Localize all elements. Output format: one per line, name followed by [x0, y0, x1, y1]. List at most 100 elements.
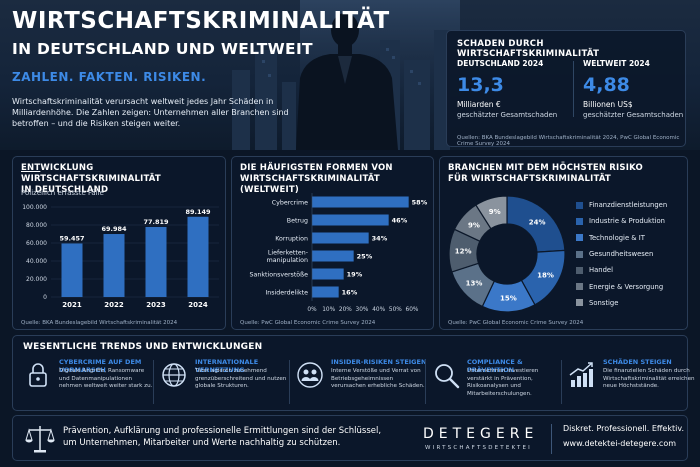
bar: [103, 234, 125, 297]
trend-item-insider: INSIDER-RISIKEN STEIGEN Interne Verstöße…: [295, 358, 426, 408]
trend-title: SCHÄDEN STEIGEN: [603, 358, 672, 366]
brand-logo: DETEGERE: [423, 426, 539, 442]
bar-value-label: 89.149: [185, 208, 211, 216]
legend-item: Industrie & Produktion: [576, 213, 667, 229]
bar: [312, 268, 344, 280]
bar-value-label: 25%: [357, 252, 373, 260]
sectors-title-line2: FÜR WIRTSCHAFTSKRIMINALITÄT: [448, 174, 611, 184]
legend-label: Sonstige: [589, 298, 619, 307]
x-tick-label: 20%: [339, 307, 352, 313]
slice-value-label: 13%: [466, 280, 483, 288]
brand-subtitle: WIRTSCHAFTSDETEKTEI: [425, 445, 532, 451]
bar-value-label: 34%: [372, 234, 388, 242]
bar: [187, 216, 209, 297]
trend-desc: Digitale Angriffe, Ransomware und Datenm…: [59, 368, 153, 389]
legend-item: Technologie & IT: [576, 230, 667, 246]
people-icon: [297, 362, 323, 388]
trend-up-icon: [569, 362, 593, 387]
trend-desc: Unternehmen investieren verstärkt in Prä…: [467, 368, 539, 397]
x-tick-label: 2024: [188, 301, 208, 309]
footer-message: Prävention, Aufklärung und professionell…: [63, 426, 382, 448]
slice-value-label: 12%: [455, 248, 472, 256]
damage-world-label: WELTWEIT 2024: [583, 59, 650, 68]
development-title: ENTWICKLUNG WIRTSCHAFTSKRIMINALITÄT IN D…: [21, 163, 221, 196]
sectors-title-line1: BRANCHEN MIT DEM HÖCHSTEN RISIKO: [448, 163, 643, 173]
bar: [61, 243, 83, 297]
legend-item: Handel: [576, 262, 667, 278]
damage-germany-value: 13,3: [457, 74, 504, 96]
category-label: Cybercrime: [272, 199, 308, 206]
forms-title-line1: DIE HÄUFIGSTEN FORMEN VON: [240, 163, 393, 173]
legend-swatch: [576, 201, 583, 209]
slice-value-label: 9%: [489, 208, 501, 216]
damage-world: WELTWEIT 2024 4,88 Billionen US$ geschät…: [583, 59, 695, 119]
legend-label: Finanzdienstleistungen: [589, 201, 668, 210]
footer-panel: Prävention, Aufklärung und professionell…: [12, 415, 688, 461]
y-tick-label: 20.000: [26, 276, 47, 283]
hero-banner: WIRTSCHAFTSKRIMINALITÄT IN DEUTSCHLAND U…: [0, 0, 700, 150]
x-tick-label: 40%: [372, 307, 385, 313]
damage-panel: SCHADEN DURCH WIRTSCHAFTSKRIMINALITÄT DE…: [446, 30, 686, 147]
legend-swatch: [576, 217, 583, 225]
forms-title: DIE HÄUFIGSTEN FORMEN VON WIRTSCHAFTSKRI…: [240, 163, 430, 196]
damage-germany-label: DEUTSCHLAND 2024: [457, 59, 544, 68]
bar: [312, 232, 369, 244]
legend-swatch: [576, 234, 583, 242]
bar: [145, 226, 167, 297]
bar-value-label: 46%: [392, 216, 408, 224]
bar: [312, 286, 339, 298]
y-tick-label: 100.000: [22, 204, 47, 211]
damage-germany-desc: geschätzter Gesamtschaden: [457, 111, 558, 119]
trend-title: CYBERCRIME AUF DEM VORMARSCH: [59, 358, 142, 374]
legend-item: Gesundheitswesen: [576, 246, 667, 262]
trend-item-damages: SCHÄDEN STEIGEN Die finanziellen Schäden…: [567, 358, 695, 408]
legend-label: Technologie & IT: [589, 233, 645, 242]
category-label: Insiderdelikte: [265, 289, 308, 296]
damage-world-unit: Billionen US$: [583, 100, 633, 109]
sectors-legend: Finanzdienstleistungen Industrie & Produk…: [576, 197, 667, 311]
legend-swatch: [576, 299, 583, 307]
bar: [312, 250, 354, 262]
damage-title: SCHADEN DURCH WIRTSCHAFTSKRIMINALITÄT: [457, 39, 600, 59]
x-tick-label: 50%: [389, 307, 402, 313]
legend-item: Energie & Versorgung: [576, 278, 667, 294]
trend-item-compliance: COMPLIANCE & PRÄVENTION Unternehmen inve…: [431, 358, 559, 408]
trend-item-network: INTERNATIONALE VERNETZUNG Täter agieren …: [159, 358, 287, 408]
x-tick-label: 2023: [146, 301, 166, 309]
donut-slice: [475, 195, 508, 230]
category-label: Sanktionsverstöße: [250, 271, 309, 278]
damage-germany-unit: Milliarden €: [457, 100, 501, 109]
bar-value-label: 19%: [347, 270, 363, 278]
trend-desc: Täter agieren zunehmend grenzüberschreit…: [195, 368, 287, 389]
damage-divider: [573, 61, 574, 117]
damage-source: Quellen: BKA Bundeslagebild Wirtschaftsk…: [457, 135, 680, 147]
tagline: ZAHLEN. FAKTEN. RISIKEN.: [12, 70, 207, 84]
trends-title: WESENTLICHE TRENDS UND ENTWICKLUNGEN: [23, 342, 263, 352]
slice-value-label: 18%: [537, 272, 554, 280]
slice-value-label: 9%: [468, 221, 480, 229]
category-label: Lieferketten-: [268, 250, 308, 257]
y-tick-label: 0: [43, 294, 47, 301]
sectors-source: Quelle: PwC Global Economic Crime Survey…: [448, 320, 584, 326]
legend-swatch: [576, 283, 583, 291]
development-title-prefix: ENT: [21, 163, 41, 173]
trend-divider: [425, 360, 426, 404]
main-subtitle: IN DEUTSCHLAND UND WELTWEIT: [12, 40, 313, 58]
development-panel: ENTWICKLUNG WIRTSCHAFTSKRIMINALITÄT IN D…: [12, 156, 226, 330]
legend-item: Sonstige: [576, 295, 667, 311]
slice-value-label: 15%: [500, 294, 517, 302]
forms-panel: DIE HÄUFIGSTEN FORMEN VON WIRTSCHAFTSKRI…: [231, 156, 434, 330]
intro-text: Wirtschaftskriminalität verursacht weltw…: [12, 97, 289, 128]
x-tick-label: 30%: [356, 307, 369, 313]
website-link[interactable]: www.detektei-detegere.com: [563, 439, 677, 448]
trend-desc: Interne Verstöße und Verrat von Betriebs…: [331, 368, 425, 389]
legend-label: Industrie & Produktion: [589, 217, 665, 226]
trend-title: COMPLIANCE & PRÄVENTION: [467, 358, 523, 374]
x-tick-label: 10%: [322, 307, 335, 313]
trend-divider: [153, 360, 154, 404]
slice-value-label: 24%: [529, 218, 546, 226]
globe-icon: [162, 363, 186, 387]
development-bar-chart: 0 20.000 40.000 60.000 80.000 100.000 59.457 20…: [22, 204, 219, 309]
lock-icon: [29, 363, 47, 387]
main-title: WIRTSCHAFTSKRIMINALITÄT: [12, 8, 390, 34]
